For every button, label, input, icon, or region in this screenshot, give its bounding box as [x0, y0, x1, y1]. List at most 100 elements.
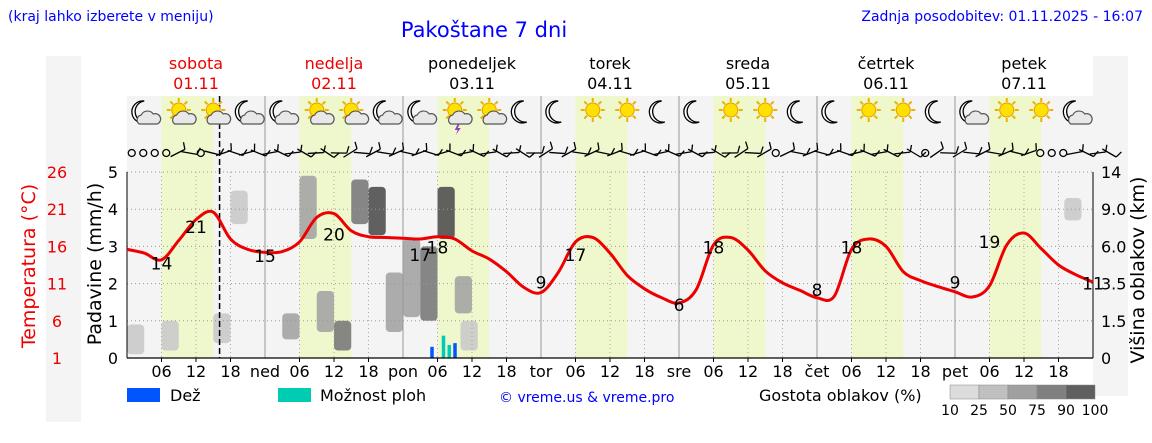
cloud-density-swatch: [1065, 384, 1096, 400]
sun-ray: [873, 114, 878, 120]
wind-barb-symbol: [629, 143, 647, 156]
wind-barb-shaft: [170, 148, 186, 158]
cloud-density-swatch: [949, 384, 980, 400]
wind-barb-shaft: [1089, 151, 1106, 155]
sun-disc: [861, 102, 877, 118]
daylight-band: [575, 96, 628, 358]
sun-ray: [218, 100, 223, 106]
rain-bar: [453, 343, 457, 358]
wind-barb-symbol: [1066, 144, 1084, 156]
sun-ray: [997, 100, 1002, 106]
moon-shape: [648, 100, 666, 124]
cloud-shape: [206, 110, 232, 125]
wind-barb-feather: [620, 142, 623, 151]
temp-tick-label: 26: [47, 163, 67, 182]
credit-link[interactable]: © vreme.us & vreme.pro: [499, 390, 674, 406]
wind-barb-shaft: [1101, 148, 1117, 158]
wind-barb-shaft: [469, 149, 485, 157]
wind-barb-symbol: [584, 142, 600, 157]
sun-ray: [894, 100, 899, 106]
wind-barb-symbol: [906, 148, 927, 158]
sun-ray: [204, 114, 209, 120]
day-name: nedelja: [305, 54, 364, 73]
hour-tick-label: 12: [738, 362, 758, 381]
city-hint[interactable]: (kraj lahko izberete v meniju): [8, 9, 214, 25]
sun-storm-icon: [442, 98, 473, 135]
wind-barb-feather: [737, 145, 741, 154]
sun-ray: [1011, 100, 1016, 106]
wind-barb-feather: [597, 142, 600, 150]
wind-barb-feather: [987, 142, 991, 150]
cloud-shape: [378, 110, 403, 125]
day-date: 03.11: [449, 74, 495, 93]
wind-barb-feather: [182, 142, 186, 150]
page-title: Pakoštane 7 dni: [401, 18, 567, 42]
moon-icon: [786, 100, 804, 124]
lightning-shape: [454, 124, 461, 135]
sun-ray: [859, 114, 864, 120]
cloud-cell: [437, 186, 455, 239]
day-abbrev-label: čet: [805, 362, 830, 381]
wind-calm-symbol: [150, 148, 159, 158]
hour-tick-label: 18: [910, 362, 930, 381]
sun-ray: [632, 114, 637, 120]
wind-barb-feather: [955, 146, 960, 154]
wind-barb-shaft: [986, 150, 1003, 156]
wind-barb-shaft: [307, 151, 324, 155]
sun-ray: [583, 100, 588, 106]
sun-ray: [307, 100, 312, 106]
cloud-shape: [172, 110, 197, 125]
cloud-cell: [213, 313, 231, 344]
sun-icon: [856, 98, 881, 122]
wind-barb-feather: [392, 147, 397, 155]
temp-tick-label: 21: [47, 200, 67, 219]
wind-barb-symbol: [538, 141, 554, 158]
moon-shape: [924, 100, 942, 124]
wind-calm-symbol: [127, 148, 136, 158]
cloud-shape: [136, 110, 162, 125]
temperature-axis-label: Temperatura (°C): [18, 184, 40, 349]
wind-calm-symbol: [1036, 148, 1045, 158]
wind-barb-feather: [886, 144, 889, 152]
day-date: 04.11: [587, 74, 633, 93]
temperature-label: 18: [703, 239, 725, 259]
wind-barb-symbol: [1020, 143, 1037, 157]
right-axis-band: [1093, 56, 1128, 396]
cloud-cell: [282, 313, 300, 340]
wind-barb-shaft: [906, 148, 921, 158]
wind-barb-feather: [425, 142, 428, 151]
moon-cloud-icon: [234, 100, 265, 125]
wind-barb-shaft: [952, 148, 967, 158]
sun-ray: [1046, 114, 1051, 120]
sun-ray: [756, 100, 761, 106]
wind-barb-shaft: [365, 148, 381, 158]
cloud-height-tick-label: 1.5: [1101, 312, 1126, 331]
wind-barb-symbol: [871, 144, 889, 156]
cloud-cell: [334, 320, 352, 351]
wind-calm-symbol: [1059, 148, 1068, 158]
cloud-cell: [460, 320, 478, 351]
cloud-height-tick-label: 0: [1101, 349, 1111, 368]
daylight-band: [851, 96, 904, 358]
wind-barb-shaft: [652, 150, 669, 156]
wind-calm-symbol: [1047, 148, 1056, 158]
sun-ray: [169, 100, 174, 106]
cloud-density-level: 75: [1028, 403, 1046, 419]
sun-ray: [735, 114, 740, 120]
wind-barb-shaft: [343, 148, 358, 158]
wind-barb-shaft: [790, 150, 807, 156]
temp-tick-label: 16: [47, 237, 67, 256]
sun-disc: [723, 102, 739, 118]
cloud-height-tick-label: 9.0: [1101, 200, 1126, 219]
wind-barb-shaft: [871, 150, 888, 156]
moon-icon: [648, 100, 666, 124]
wind-barb-symbol: [1101, 148, 1122, 158]
temperature-label: 11: [1082, 275, 1104, 295]
hour-tick-label: 18: [358, 362, 378, 381]
wind-barb-shaft: [538, 148, 553, 158]
wind-barb-symbol: [734, 141, 749, 159]
last-updated: Zadnja posodobitev: 01.11.2025 - 16:07: [861, 9, 1143, 25]
precipitation-bars: [430, 335, 457, 358]
